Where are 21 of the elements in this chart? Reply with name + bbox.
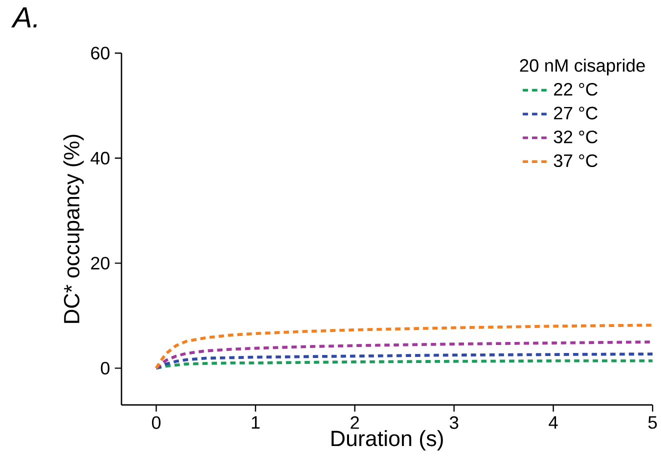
x-tick-label: 2 [350, 416, 359, 429]
y-tick-label: 20 [91, 256, 110, 270]
y-axis-title: DC* occupancy (%) [63, 134, 84, 323]
x-tick-label: 3 [450, 416, 458, 429]
line-series [154, 340, 653, 370]
x-tick-label: 1 [252, 416, 260, 429]
text: A. [11, 7, 37, 28]
x-tick-label: 4 [548, 416, 558, 429]
y-tick-label: 0 [100, 362, 110, 375]
y-tick-label: 60 [91, 46, 110, 60]
legend-label: 37 °C [554, 154, 598, 168]
line-series [154, 352, 653, 370]
line-series [154, 324, 653, 370]
x-axis-title: Duration (s) [332, 430, 443, 451]
legend-label: 22 °C [554, 82, 598, 96]
y-tick-label: 40 [90, 152, 110, 164]
x-tick-label: 0 [152, 416, 161, 429]
legend-label: 32 °C [554, 130, 598, 144]
legend-label: 27 °C [554, 106, 598, 120]
x-tick-label: 5 [648, 416, 657, 429]
legend-title: 20 nM cisapride [520, 58, 645, 76]
